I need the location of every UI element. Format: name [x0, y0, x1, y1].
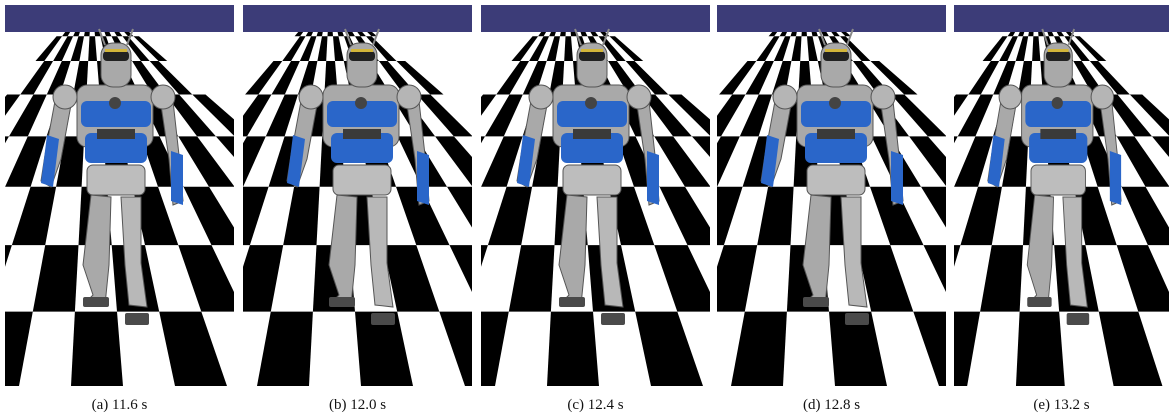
robot-arms [987, 84, 1122, 206]
robot-pelvis [332, 164, 392, 196]
humanoid-robot [40, 28, 184, 325]
sky-background [243, 5, 472, 32]
humanoid-robot [987, 28, 1122, 325]
sky-background [481, 5, 710, 32]
robot-head [1041, 28, 1076, 88]
robot-legs [802, 194, 869, 325]
panel-caption: (a) 11.6 s [91, 397, 148, 413]
robot-arms [286, 84, 430, 206]
robot-head [574, 28, 610, 88]
sky-background [717, 5, 946, 32]
robot-head [98, 28, 134, 88]
robot-legs [82, 194, 149, 325]
robot-torso [552, 84, 630, 163]
sky-background [954, 5, 1169, 32]
robot-torso [322, 84, 400, 163]
humanoid-robot [516, 28, 660, 325]
robot-arms [760, 84, 904, 206]
robot-pelvis [806, 164, 866, 196]
robot-arms [40, 84, 184, 206]
panel-caption: (c) 12.4 s [567, 397, 624, 413]
robot-head [818, 28, 854, 88]
robot-legs [328, 194, 395, 325]
snapshot-panel [481, 5, 710, 386]
simulation-render [481, 5, 710, 386]
panel-caption: (b) 12.0 s [328, 397, 387, 413]
panel-caption: (e) 13.2 s [1033, 397, 1090, 413]
robot-pelvis [1030, 164, 1086, 196]
snapshot-panel [954, 5, 1169, 386]
snapshot-panel [717, 5, 946, 386]
robot-torso [76, 84, 154, 163]
robot-torso [796, 84, 874, 163]
robot-legs [1026, 194, 1090, 325]
panel-caption: (d) 12.8 s [802, 397, 861, 413]
humanoid-robot [760, 28, 904, 325]
robot-arms [516, 84, 660, 206]
sky-background [5, 5, 234, 32]
robot-pelvis [562, 164, 622, 196]
snapshot-panel [5, 5, 234, 386]
simulation-render [243, 5, 472, 386]
simulation-render [5, 5, 234, 386]
robot-torso [1021, 84, 1094, 163]
robot-legs [558, 194, 625, 325]
humanoid-robot [286, 28, 430, 325]
robot-pelvis [86, 164, 146, 196]
simulation-render [717, 5, 946, 386]
simulation-render [954, 5, 1169, 386]
snapshot-panel [243, 5, 472, 386]
robot-head [344, 28, 380, 88]
